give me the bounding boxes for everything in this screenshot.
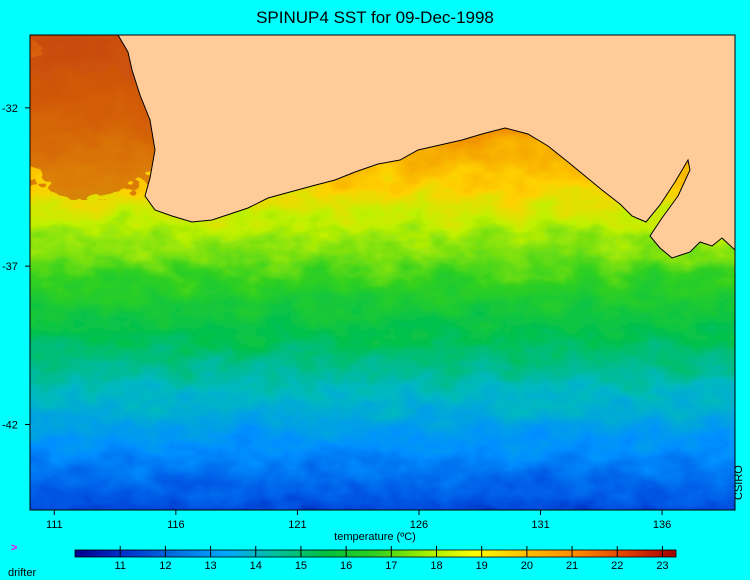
colorbar-tick-label-9: 20	[521, 560, 533, 572]
map-frame	[29, 34, 736, 511]
lat-tick-label-2: -42	[2, 420, 18, 432]
drifter-marker: >	[11, 542, 18, 554]
colorbar-tick-label-6: 17	[385, 560, 397, 572]
latitude-axis: -32 -37 -42	[2, 103, 30, 432]
lat-tick-label-1: -37	[2, 261, 18, 273]
lon-tick-label-0: 111	[46, 519, 63, 531]
longitude-axis: 111 116 121 126 131 136	[46, 510, 671, 531]
colorbar-tick-label-8: 19	[476, 560, 488, 572]
colorbar-tick-label-5: 16	[340, 560, 352, 572]
map-title: SPINUP4 SST for 09-Dec-1998	[256, 8, 494, 27]
colorbar-tick-label-12: 23	[656, 560, 668, 572]
drifter-label: drifter	[8, 567, 37, 579]
colorbar-scale	[74, 549, 677, 558]
sst-field	[30, 35, 735, 510]
land-mass	[117, 35, 735, 259]
lon-tick-label-4: 131	[531, 519, 549, 531]
lon-tick-label-2: 121	[288, 519, 306, 531]
colorbar-tick-label-10: 21	[566, 560, 578, 572]
lon-tick-label-1: 116	[167, 519, 185, 531]
colorbar-tick-label-2: 13	[204, 560, 216, 572]
credit-label: CSIRO	[733, 465, 745, 500]
lon-tick-label-5: 136	[653, 519, 671, 531]
colorbar-tick-label-0: 11	[114, 560, 125, 572]
lon-tick-label-3: 126	[410, 519, 428, 531]
colorbar: 11 12 13 14 15 16 17 18 19 20 21 22 23	[74, 546, 677, 572]
colorbar-tick-label-3: 14	[250, 560, 262, 572]
colorbar-tick-label-1: 12	[159, 560, 171, 572]
colorbar-tick-label-4: 15	[295, 560, 307, 572]
colorbar-tick-label-11: 22	[611, 560, 623, 572]
colorbar-tick-label-7: 18	[430, 560, 442, 572]
colorbar-title: temperature (ºC)	[334, 531, 416, 543]
lat-tick-label-0: -32	[2, 103, 18, 115]
